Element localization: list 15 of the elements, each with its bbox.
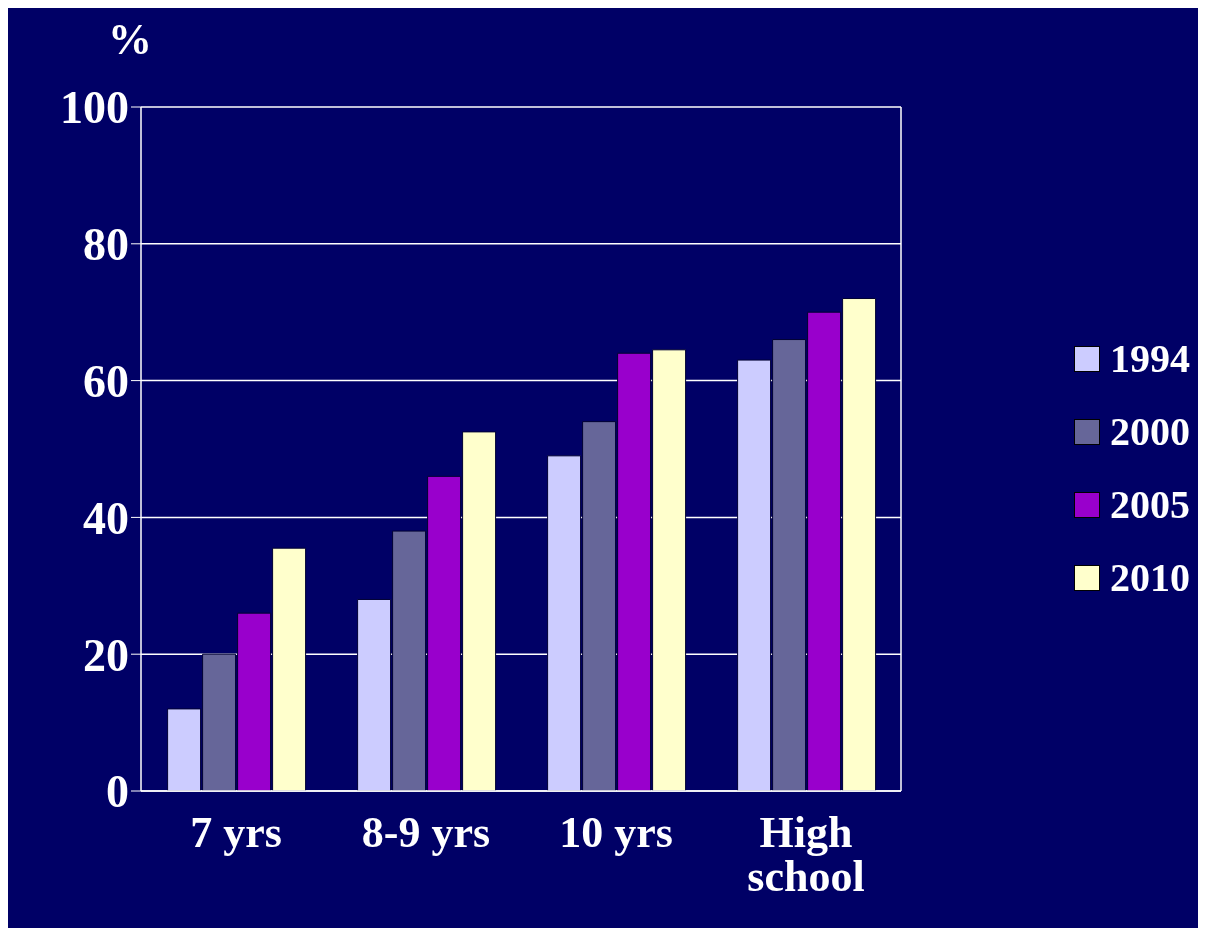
x-tick-label: 7 yrs: [190, 808, 282, 857]
legend-label: 2005: [1110, 481, 1190, 528]
legend-label: 1994: [1110, 335, 1190, 382]
y-axis-title: %: [108, 14, 152, 65]
y-tick-label: 100: [60, 82, 129, 134]
y-tick-label: 20: [83, 629, 129, 681]
legend-label: 2010: [1110, 554, 1190, 601]
legend-label: 2000: [1110, 408, 1190, 455]
x-tick-label: 10 yrs: [559, 808, 673, 857]
x-tick-label: High school: [747, 808, 865, 901]
y-tick-label: 0: [106, 766, 129, 818]
y-tick-label: 80: [83, 219, 129, 271]
x-tick-label: 8-9 yrs: [361, 808, 491, 857]
y-tick-label: 40: [83, 492, 129, 544]
y-tick-label: 60: [83, 355, 129, 407]
